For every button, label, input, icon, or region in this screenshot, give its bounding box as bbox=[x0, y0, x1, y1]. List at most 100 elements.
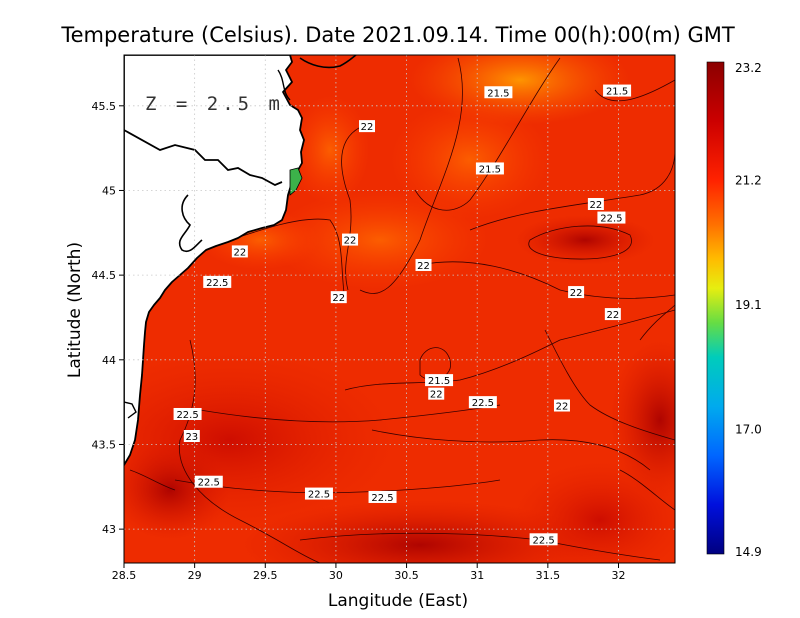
x-tick-label: 32 bbox=[611, 569, 625, 582]
land-mass bbox=[124, 55, 305, 466]
contour-label-box bbox=[415, 258, 432, 271]
colorbar-tick-label: 17.0 bbox=[735, 423, 762, 437]
contour-label: 22 bbox=[332, 293, 345, 304]
contour-label-box bbox=[231, 245, 248, 258]
contour-line bbox=[528, 225, 632, 260]
border-line bbox=[178, 194, 203, 253]
contour-label: 22.5 bbox=[176, 410, 198, 421]
warm-patch bbox=[124, 440, 230, 540]
delta-shallow-water bbox=[289, 167, 303, 196]
contour-label-box bbox=[475, 162, 504, 175]
colorbar-tick-label: 19.1 bbox=[735, 298, 762, 312]
contour-label-box bbox=[359, 120, 376, 133]
y-tick-label: 43 bbox=[102, 523, 116, 536]
contour-label-box bbox=[553, 399, 570, 412]
contour-label: 22.5 bbox=[198, 478, 220, 489]
contour-lines bbox=[129, 57, 675, 563]
contour-label-box bbox=[194, 475, 223, 488]
colorbar-ticks: 23.2 21.2 19.1 17.0 14.9 bbox=[735, 61, 762, 559]
y-tick-label: 44 bbox=[102, 354, 116, 367]
contour-line bbox=[299, 532, 661, 561]
y-tick-label: 43.5 bbox=[92, 438, 117, 451]
depth-label: Z = 2.5 m bbox=[145, 93, 284, 115]
contour-label: 22.5 bbox=[308, 490, 330, 501]
border-line bbox=[124, 401, 137, 419]
contour-label-box bbox=[597, 211, 626, 224]
contour-line bbox=[199, 404, 501, 423]
contour-label: 21.5 bbox=[428, 376, 450, 387]
contour-label: 22 bbox=[417, 261, 430, 272]
contour-label-box bbox=[203, 275, 232, 288]
x-tick-label: 30 bbox=[329, 569, 343, 582]
contour-line bbox=[419, 261, 675, 299]
contour-label: 23 bbox=[185, 432, 198, 443]
contour-label-box bbox=[468, 396, 497, 409]
colorbar bbox=[706, 61, 725, 555]
contour-label: 21.5 bbox=[487, 88, 509, 99]
x-tick-label: 31 bbox=[470, 569, 484, 582]
contour-line bbox=[469, 149, 675, 231]
chart-title: Temperature (Celsius). Date 2021.09.14. … bbox=[60, 23, 735, 47]
contour-label: 22 bbox=[430, 390, 443, 401]
contour-label: 22 bbox=[570, 288, 583, 299]
contour-label-box bbox=[529, 533, 558, 546]
x-tick-label: 29 bbox=[188, 569, 202, 582]
contour-label-box bbox=[368, 490, 397, 503]
colorbar-tick-label: 23.2 bbox=[735, 61, 762, 75]
contour-label: 22 bbox=[590, 200, 603, 211]
contour-label: 22.5 bbox=[532, 535, 554, 546]
x-tick-label: 31.5 bbox=[536, 569, 561, 582]
contour-label-box bbox=[604, 308, 621, 321]
y-tick-label: 44.5 bbox=[92, 269, 117, 282]
contour-label: 22.5 bbox=[371, 493, 393, 504]
colorbar-tick-label: 14.9 bbox=[735, 545, 762, 559]
contour-label: 22 bbox=[556, 402, 569, 413]
contour-line bbox=[359, 57, 463, 294]
warm-patch bbox=[610, 340, 675, 500]
warm-patch bbox=[240, 500, 600, 563]
x-tick-label: 30.5 bbox=[394, 569, 419, 582]
contour-label: 21.5 bbox=[606, 87, 628, 98]
colorbar-tick-label: 21.2 bbox=[735, 174, 762, 188]
contour-label-box bbox=[425, 374, 454, 387]
x-axis: 28.5 29 29.5 30 30.5 31 31.5 32 bbox=[112, 563, 625, 582]
plot-frame bbox=[123, 54, 676, 564]
contour-line bbox=[199, 218, 346, 301]
contour-label: 21.5 bbox=[479, 164, 501, 175]
contour-line bbox=[594, 79, 675, 102]
contour-label-box bbox=[568, 286, 585, 299]
border-line bbox=[124, 129, 283, 186]
warm-patch bbox=[515, 215, 655, 265]
contour-label-box bbox=[587, 198, 604, 211]
contour-label: 22.5 bbox=[472, 398, 494, 409]
cool-patch bbox=[390, 100, 550, 220]
contour-label-box bbox=[183, 430, 200, 442]
x-tick-label: 28.5 bbox=[112, 569, 137, 582]
contour-label-box bbox=[330, 291, 347, 304]
contour-label: 22 bbox=[606, 310, 619, 321]
y-axis-label: Latitude (North) bbox=[65, 242, 85, 378]
contour-label: 22.5 bbox=[600, 214, 622, 225]
contour-line bbox=[544, 329, 675, 441]
contour-label-box bbox=[603, 84, 632, 97]
contour-label-box bbox=[428, 387, 445, 400]
border-line bbox=[299, 55, 357, 69]
contour-label-box bbox=[484, 86, 513, 99]
contour-label-box bbox=[173, 407, 202, 420]
x-axis-label: Langitude (East) bbox=[328, 591, 468, 611]
contour-line bbox=[344, 309, 675, 391]
contour-line bbox=[174, 479, 501, 494]
plot-area: Z = 2.5 m 21.5 21.5 22 21.5 22 22.5 22 22 22 22.5… bbox=[124, 55, 675, 563]
contour-line bbox=[178, 339, 321, 563]
contour-line bbox=[341, 124, 366, 291]
contour-line bbox=[639, 304, 675, 341]
contour-label-box bbox=[342, 233, 359, 246]
y-tick-label: 45.5 bbox=[92, 100, 117, 113]
contour-label: 22 bbox=[233, 247, 246, 258]
contour-label: 22.5 bbox=[206, 278, 228, 289]
cool-patch bbox=[270, 190, 490, 290]
contour-line bbox=[371, 429, 651, 471]
contour-label-box bbox=[304, 487, 333, 500]
contour-label: 22 bbox=[344, 236, 357, 247]
